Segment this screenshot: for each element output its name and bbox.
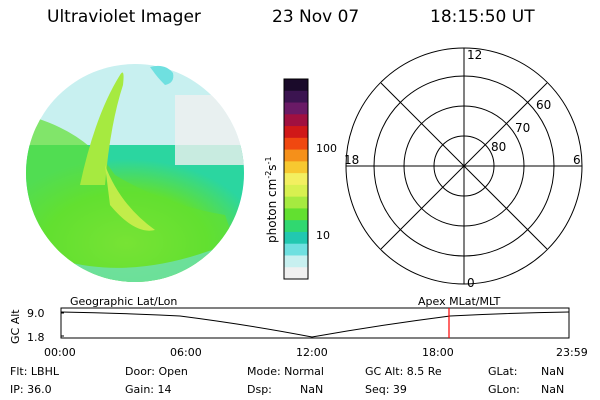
colorbar-label-exp1: -2 <box>264 170 273 179</box>
polar-grid: 12 0 18 6 60 70 80 <box>344 47 583 290</box>
status-glon: GLon: <box>488 383 520 396</box>
colorbar-segment <box>284 184 308 198</box>
uv-image <box>26 64 244 282</box>
colorbar <box>283 78 309 280</box>
colorbar-segment <box>284 126 308 139</box>
status-dsp-value: NaN <box>300 383 324 396</box>
timeline-right-title: Apex MLat/MLT <box>418 295 501 308</box>
colorbar-segment <box>284 173 308 186</box>
colorbar-segment <box>284 231 308 245</box>
status-mode: Mode: Normal <box>247 365 324 378</box>
status-gc-alt: GC Alt: 8.5 Re <box>365 365 442 378</box>
timeline-yaxis-label: GC Alt <box>9 309 22 344</box>
polar-ring-label-60: 60 <box>536 98 551 112</box>
polar-label-0: 0 <box>467 276 475 290</box>
timeline-xtick-1200: 12:00 <box>296 346 328 359</box>
altitude-curve <box>60 311 570 338</box>
status-dsp: Dsp: <box>247 383 272 396</box>
timeline-frame <box>60 307 570 339</box>
colorbar-segment <box>284 243 308 256</box>
colorbar-frame <box>283 78 309 280</box>
colorbar-segment <box>284 208 308 221</box>
status-glat-value: NaN <box>541 365 565 378</box>
colorbar-segment <box>284 137 308 151</box>
colorbar-segment <box>284 196 308 209</box>
timeline-xtick-0600: 06:00 <box>170 346 202 359</box>
colorbar-segment <box>284 90 308 104</box>
status-ip: IP: 36.0 <box>10 383 52 396</box>
timeline-xtick-2359: 23:59 <box>556 346 588 359</box>
status-glat: GLat: <box>488 365 518 378</box>
colorbar-segment <box>284 114 308 127</box>
colorbar-segment <box>284 79 308 92</box>
status-filter: Flt: LBHL <box>10 365 59 378</box>
timeline-ytick-1-8: 1.8 <box>27 331 45 344</box>
polar-line-diag2 <box>380 82 548 250</box>
colorbar-tick-100: 100 <box>316 142 337 155</box>
status-glon-value: NaN <box>541 383 565 396</box>
status-gain: Gain: 14 <box>125 383 172 396</box>
polar-label-12: 12 <box>467 48 482 62</box>
colorbar-segment <box>284 255 308 268</box>
timeline-left-title: Geographic Lat/Lon <box>70 295 178 308</box>
status-seq: Seq: 39 <box>365 383 407 396</box>
colorbar-segment <box>284 220 308 233</box>
timeline-ytick-9: 9.0 <box>27 307 45 320</box>
colorbar-segment <box>284 149 308 162</box>
timeline-xtick-1800: 18:00 <box>422 346 454 359</box>
colorbar-label-exp2: -1 <box>264 156 273 165</box>
polar-label-18: 18 <box>344 153 359 167</box>
status-door: Door: Open <box>125 365 188 378</box>
colorbar-label-unit: photon cm <box>265 178 279 243</box>
colorbar-segment <box>284 161 308 174</box>
timeline-plot <box>60 307 570 339</box>
colorbar-segment <box>284 267 308 280</box>
timeline-xtick-0000: 00:00 <box>44 346 76 359</box>
colorbar-tick-10: 10 <box>316 229 330 242</box>
date-label: 23 Nov 07 <box>272 7 360 27</box>
colorbar-segment <box>284 102 308 115</box>
time-label: 18:15:50 UT <box>430 7 535 27</box>
polar-ring-label-80: 80 <box>491 140 506 154</box>
polar-label-6: 6 <box>573 153 581 167</box>
colorbar-label: photon cm-2s-1 <box>264 156 279 243</box>
polar-ring-label-70: 70 <box>515 121 530 135</box>
colorbar-label-mid: s <box>265 164 279 171</box>
instrument-title: Ultraviolet Imager <box>47 7 201 27</box>
